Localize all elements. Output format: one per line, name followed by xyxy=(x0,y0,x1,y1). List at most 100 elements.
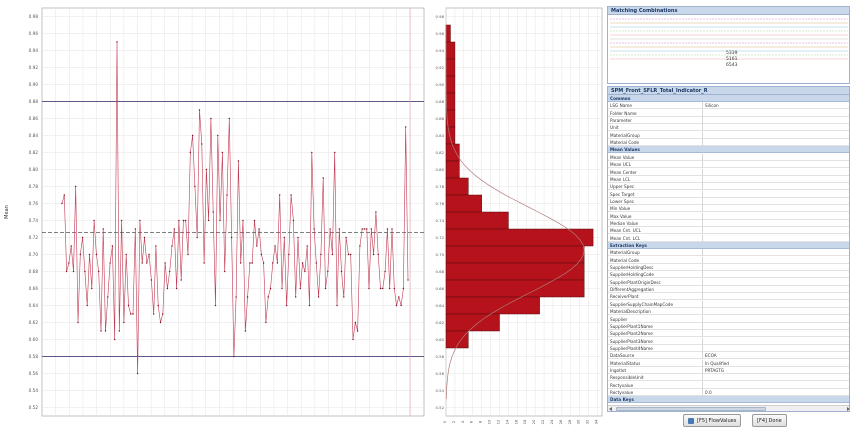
histogram-bar[interactable] xyxy=(445,279,585,298)
data-point[interactable] xyxy=(224,270,226,273)
data-point[interactable] xyxy=(265,321,267,324)
data-point[interactable] xyxy=(262,262,265,264)
data-point[interactable] xyxy=(109,262,111,264)
scroll-left-arrow-icon[interactable] xyxy=(609,407,612,411)
data-point[interactable] xyxy=(104,330,107,332)
data-point[interactable] xyxy=(405,126,407,128)
data-point[interactable] xyxy=(240,262,242,264)
property-row[interactable]: MaterialGroup xyxy=(608,249,849,257)
property-row[interactable]: DataSource ECOA xyxy=(608,352,849,360)
data-point[interactable] xyxy=(65,270,68,273)
property-row[interactable]: DifferentAggregation xyxy=(608,286,849,294)
data-point[interactable] xyxy=(150,279,153,281)
property-row[interactable]: SupplierHoldingCode xyxy=(608,271,849,279)
data-point[interactable] xyxy=(77,321,79,324)
data-point[interactable] xyxy=(212,211,214,213)
data-point[interactable] xyxy=(141,262,143,264)
data-point[interactable] xyxy=(267,296,269,298)
data-point[interactable] xyxy=(363,228,366,230)
data-point[interactable] xyxy=(175,287,178,290)
data-point[interactable] xyxy=(340,270,343,273)
data-point[interactable] xyxy=(338,228,340,230)
data-point[interactable] xyxy=(196,236,198,239)
data-point[interactable] xyxy=(317,296,320,298)
data-point[interactable] xyxy=(157,304,159,307)
data-point[interactable] xyxy=(297,236,299,239)
property-row[interactable]: Lower Spec xyxy=(608,197,849,205)
data-point[interactable] xyxy=(276,262,279,264)
data-point[interactable] xyxy=(352,338,354,341)
data-point[interactable] xyxy=(379,287,382,290)
histogram-bar[interactable] xyxy=(445,211,509,230)
property-row[interactable]: Spec Target xyxy=(608,190,849,198)
data-point[interactable] xyxy=(134,228,136,230)
property-row[interactable]: Max Value xyxy=(608,212,849,220)
data-point[interactable] xyxy=(407,279,409,281)
data-point[interactable] xyxy=(228,117,230,120)
property-row[interactable]: Mean Value xyxy=(608,153,849,161)
data-point[interactable] xyxy=(84,270,86,273)
data-point[interactable] xyxy=(72,270,75,273)
data-point[interactable] xyxy=(372,253,375,256)
data-point[interactable] xyxy=(116,41,118,43)
data-point[interactable] xyxy=(118,330,121,332)
data-point[interactable] xyxy=(237,160,240,162)
property-row[interactable]: Min Value xyxy=(608,205,849,213)
property-section-header[interactable]: Extraction Keys xyxy=(608,242,849,249)
property-section-header[interactable]: Common xyxy=(608,95,849,102)
data-point[interactable] xyxy=(301,262,304,264)
property-row[interactable]: Rectyvalue xyxy=(608,381,849,389)
data-point[interactable] xyxy=(61,202,63,205)
data-point[interactable] xyxy=(201,143,203,145)
data-point[interactable] xyxy=(258,228,260,230)
data-point[interactable] xyxy=(162,313,164,315)
done-button[interactable]: [F4] Done xyxy=(752,414,787,427)
data-point[interactable] xyxy=(70,245,72,247)
histogram-chart[interactable]: 0 2 4 6 8 10 12 14 16 18 20 22 24 26 28 30 32 340.980.960… xyxy=(430,0,606,432)
data-point[interactable] xyxy=(246,296,249,298)
data-point[interactable] xyxy=(102,228,104,230)
data-point[interactable] xyxy=(198,109,201,111)
histogram-bar[interactable] xyxy=(445,24,451,43)
data-point[interactable] xyxy=(327,270,329,273)
property-row[interactable]: SupplierPlantOriginDesc xyxy=(608,278,849,286)
property-section-header[interactable]: Data Keys xyxy=(608,396,849,404)
data-point[interactable] xyxy=(292,219,295,222)
data-point[interactable] xyxy=(359,245,361,247)
property-row[interactable]: Mean LCL xyxy=(608,175,849,183)
data-point[interactable] xyxy=(68,262,70,264)
property-row[interactable]: MaterialGroup xyxy=(608,131,849,139)
property-row[interactable]: Material Code xyxy=(608,139,849,147)
data-point[interactable] xyxy=(81,236,84,239)
histogram-bar[interactable] xyxy=(445,41,456,60)
data-point[interactable] xyxy=(130,313,132,315)
property-value[interactable]: Silicon xyxy=(705,103,719,109)
data-point[interactable] xyxy=(366,228,368,230)
property-value[interactable]: PRTAGTG xyxy=(705,367,725,373)
data-point[interactable] xyxy=(389,287,391,290)
data-point[interactable] xyxy=(377,253,379,256)
data-point[interactable] xyxy=(194,185,196,188)
data-point[interactable] xyxy=(304,270,306,273)
property-row[interactable]: ResponsibleUnit xyxy=(608,374,849,382)
data-point[interactable] xyxy=(136,372,139,375)
histogram-bar[interactable] xyxy=(445,313,500,332)
data-point[interactable] xyxy=(125,253,127,256)
control-chart[interactable]: 0.98 0.96 0.94 0.92 0.90 0.88 0.86 0.84 0.82 0.80… xyxy=(0,0,430,432)
histogram-bar[interactable] xyxy=(445,245,585,264)
data-point[interactable] xyxy=(368,287,370,290)
data-point[interactable] xyxy=(329,228,331,230)
data-point[interactable] xyxy=(123,321,125,324)
data-point[interactable] xyxy=(279,194,281,196)
data-point[interactable] xyxy=(210,117,212,120)
data-point[interactable] xyxy=(214,304,217,307)
data-point[interactable] xyxy=(91,287,93,290)
property-row[interactable]: Parameter xyxy=(608,117,849,125)
data-point[interactable] xyxy=(120,219,123,222)
property-row[interactable]: Rectyvalue 0.0 xyxy=(608,389,849,396)
data-point[interactable] xyxy=(178,219,180,222)
data-point[interactable] xyxy=(98,270,100,273)
histogram-bar[interactable] xyxy=(445,160,460,179)
data-point[interactable] xyxy=(226,194,228,196)
data-point[interactable] xyxy=(290,194,292,196)
